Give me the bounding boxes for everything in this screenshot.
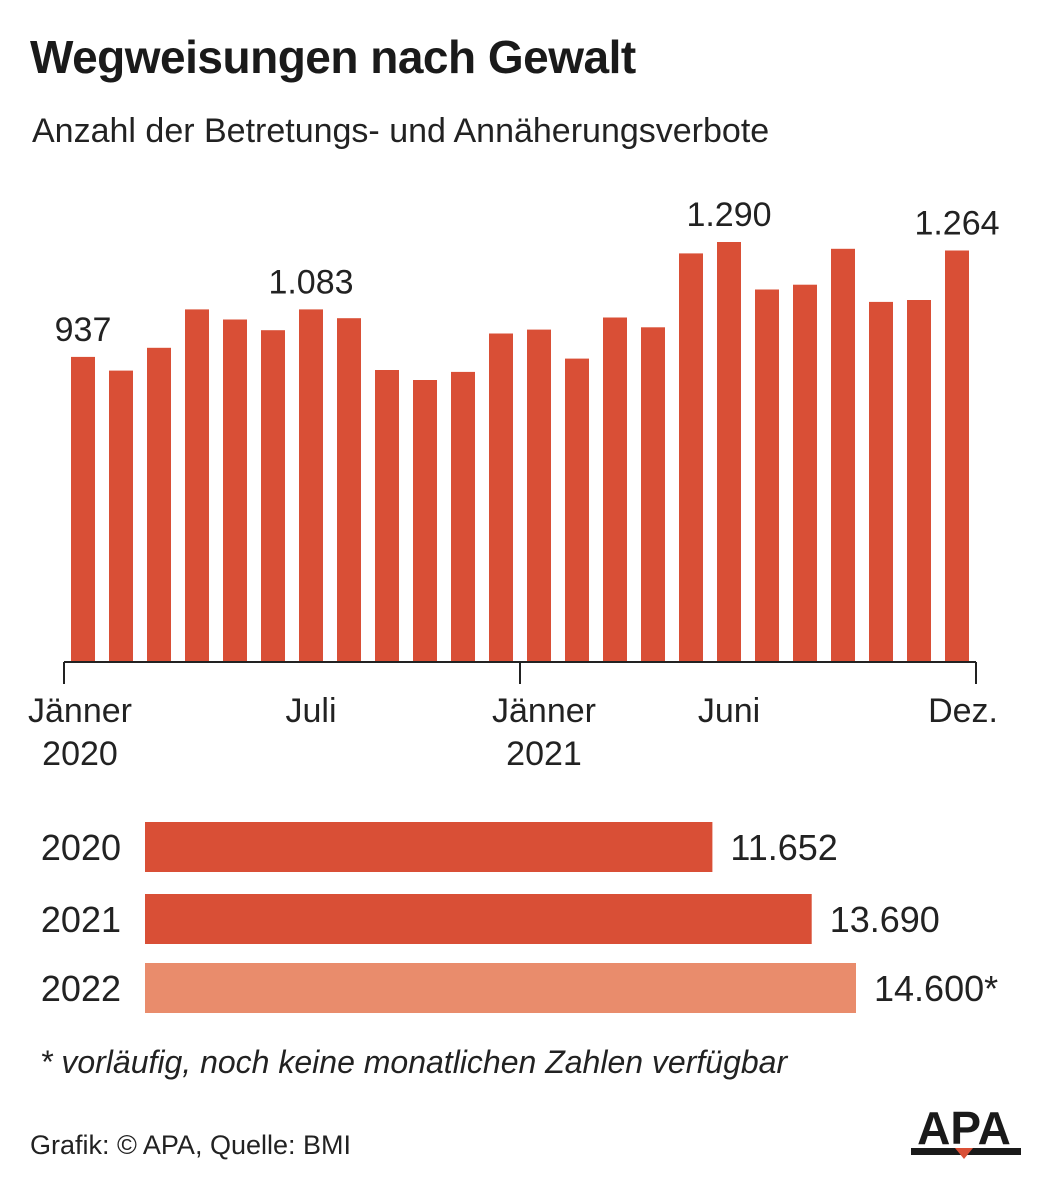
bar-value-label: 937 <box>55 311 112 349</box>
x-axis-ticks <box>63 662 977 684</box>
bar-value-label: 1.264 <box>914 205 999 243</box>
month-bar <box>337 318 361 662</box>
month-bar <box>907 300 931 662</box>
bar-value-label: 1.290 <box>686 196 771 234</box>
month-bar <box>603 317 627 662</box>
month-bar <box>679 253 703 662</box>
footnote: * vorläufig, noch keine monatlichen Zahl… <box>40 1044 788 1080</box>
chart-title: Wegweisungen nach Gewalt <box>30 31 636 83</box>
month-bar <box>489 333 513 662</box>
annual-category-label: 2022 <box>41 968 121 1009</box>
month-bar <box>793 284 817 662</box>
apa-logo: APA <box>911 1104 1021 1159</box>
annual-category-label: 2021 <box>41 899 121 940</box>
month-bar <box>71 356 95 662</box>
month-bar <box>565 358 589 662</box>
svg-text:APA: APA <box>917 1104 1011 1154</box>
source-credit: Grafik: © APA, Quelle: BMI <box>30 1130 351 1160</box>
annual-bar <box>145 963 856 1013</box>
x-tick-label: Jänner 2020 <box>28 692 132 773</box>
month-bar <box>185 309 209 662</box>
month-bar <box>147 347 171 662</box>
month-bar <box>641 327 665 662</box>
annual-bar-series: 2020 11.652 2021 13.690 2022 14.600* <box>41 822 998 1013</box>
month-bar <box>945 250 969 662</box>
month-bar <box>375 370 399 662</box>
month-bar <box>869 301 893 662</box>
annual-bar <box>145 822 713 872</box>
month-bar <box>755 289 779 662</box>
annual-value-label: 13.690 <box>830 899 940 940</box>
month-bar <box>261 330 285 662</box>
annual-bar <box>145 894 812 944</box>
x-tick-label: Juli <box>285 692 336 730</box>
x-axis-tick-labels: Jänner 2020 Juli Jänner 2021 Juni Dez. <box>28 692 998 773</box>
month-bar <box>223 319 247 662</box>
month-bar <box>527 329 551 662</box>
bar-value-label: 1.083 <box>268 263 353 301</box>
annual-value-label: 14.600* <box>874 968 998 1009</box>
monthly-data-labels: 937 1.083 1.290 1.264 <box>55 196 1000 349</box>
annual-value-label: 11.652 <box>730 827 837 868</box>
x-tick-label: Dez. <box>928 692 998 730</box>
month-bar <box>109 370 133 662</box>
month-bar <box>299 309 323 662</box>
x-tick-label: Jänner 2021 <box>492 692 596 773</box>
month-bar <box>717 242 741 662</box>
annual-category-label: 2020 <box>41 827 121 868</box>
month-bar <box>831 248 855 663</box>
month-bar <box>451 371 475 662</box>
x-tick-label: Juni <box>698 692 760 730</box>
monthly-bar-series <box>71 242 969 663</box>
chart-canvas: Jänner 2020 Juli Jänner 2021 Juni Dez. 937 1.08… <box>28 196 1000 1013</box>
month-bar <box>413 380 437 662</box>
chart-subtitle: Anzahl der Betretungs- und Annäherungsve… <box>32 112 770 150</box>
